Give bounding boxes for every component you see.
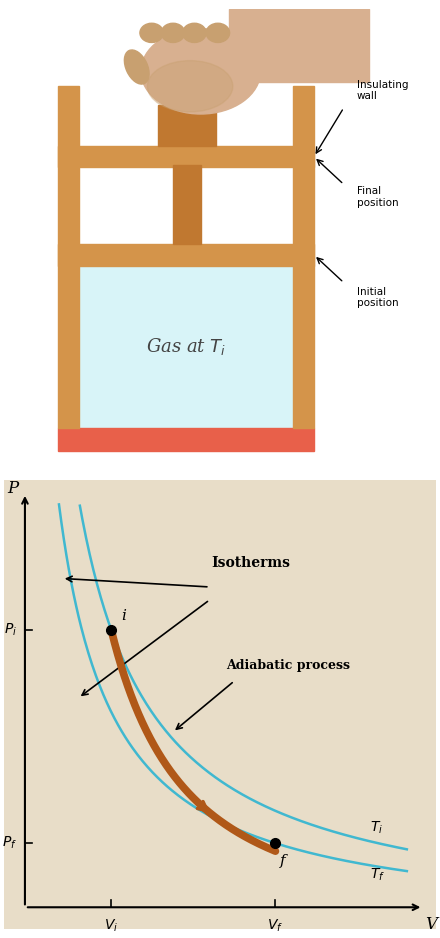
Ellipse shape (161, 23, 185, 42)
Text: $P_f$: $P_f$ (2, 835, 17, 852)
Bar (173, 165, 201, 244)
Text: $T_i$: $T_i$ (370, 820, 383, 836)
Text: Final
position: Final position (357, 187, 398, 208)
Bar (158, 105, 216, 146)
Ellipse shape (141, 28, 260, 114)
Ellipse shape (183, 23, 206, 42)
Text: Adiabatic process: Adiabatic process (226, 659, 350, 673)
Text: $V_f$: $V_f$ (268, 918, 283, 934)
Bar (58, 428, 314, 451)
Bar (79, 265, 293, 428)
Bar (293, 86, 314, 428)
Polygon shape (228, 9, 370, 82)
Ellipse shape (147, 61, 233, 112)
Bar (58, 146, 314, 167)
Text: Gas at $T_i$: Gas at $T_i$ (146, 336, 226, 357)
Bar (58, 244, 314, 265)
Text: f: f (279, 854, 285, 868)
Ellipse shape (140, 23, 163, 42)
Text: Isotherms: Isotherms (211, 556, 290, 570)
Text: P: P (7, 480, 19, 497)
Text: Insulating
wall: Insulating wall (357, 80, 408, 101)
Text: $P_i$: $P_i$ (4, 622, 17, 638)
Text: $T_f$: $T_f$ (370, 867, 385, 883)
Text: $V_i$: $V_i$ (104, 918, 118, 934)
Text: V: V (425, 915, 437, 932)
Ellipse shape (125, 50, 149, 84)
Bar (58, 86, 79, 428)
Ellipse shape (206, 23, 230, 42)
Text: i: i (121, 610, 126, 623)
Text: Initial
position: Initial position (357, 287, 398, 309)
